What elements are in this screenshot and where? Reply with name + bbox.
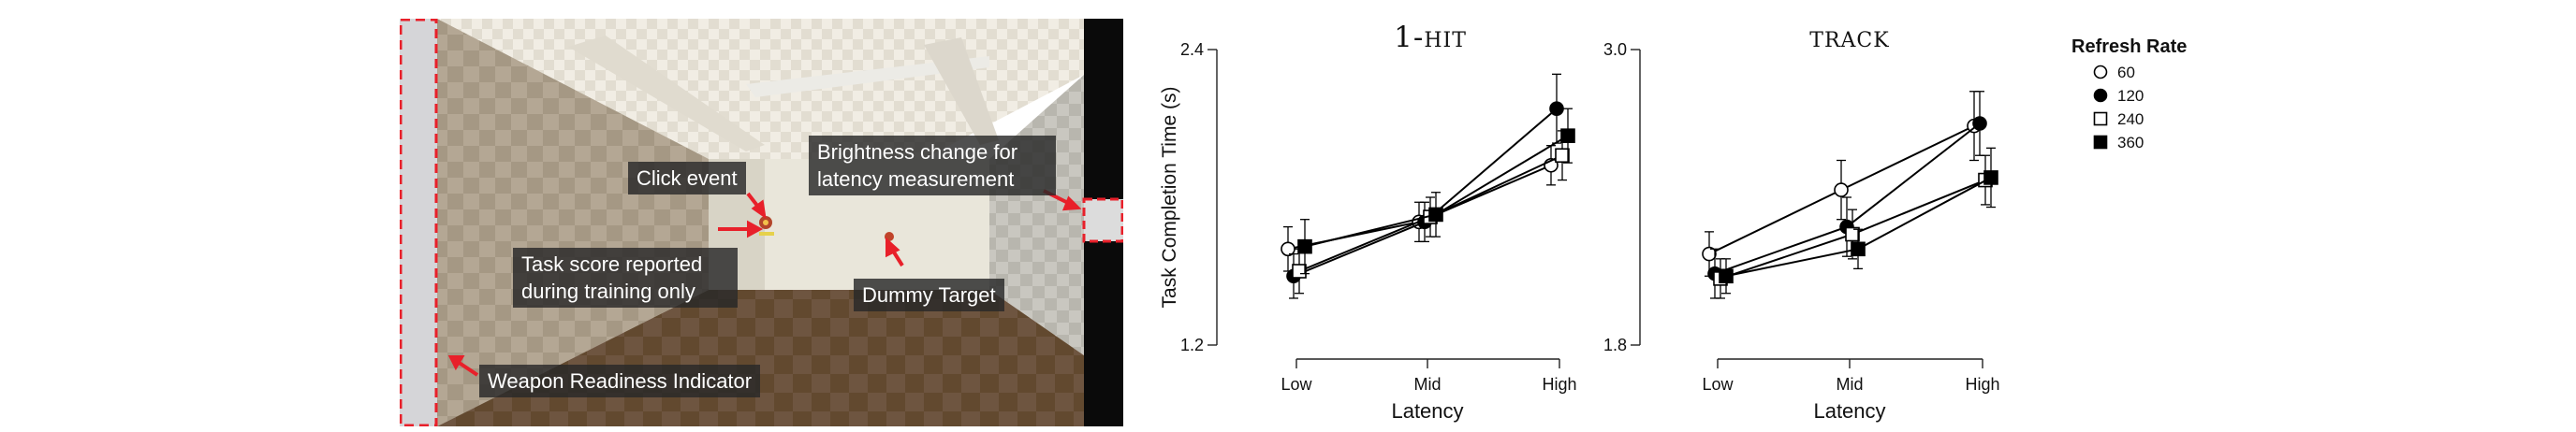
legend-marker-120 <box>2093 88 2108 103</box>
game-scene-screenshot: Click event Brightness change for latenc… <box>399 18 1124 427</box>
data-point-60-low <box>1702 246 1717 262</box>
weapon-readiness-highlight <box>399 18 438 427</box>
callout-weapon-readiness-text: Weapon Readiness Indicator <box>488 369 753 393</box>
legend-marker-60 <box>2093 65 2108 79</box>
panel-title: 1-hit <box>1394 21 1467 54</box>
data-point-360-mid <box>1428 207 1443 223</box>
y-tick-label: 1.8 <box>1603 336 1627 354</box>
callout-click-event: Click event <box>628 162 746 194</box>
x-tick-label-mid: Mid <box>1836 375 1863 394</box>
series-60 <box>1702 91 1982 277</box>
data-point-360-low <box>1297 238 1312 254</box>
series-240 <box>1713 154 1993 299</box>
chart-one-hit: 1-hit 1.2 2.4 Task Completion Time (s) Low Mi… <box>1159 21 1577 423</box>
y-tick-label: 3.0 <box>1603 40 1627 59</box>
callout-brightness-change: Brightness change for latency measuremen… <box>809 136 1056 195</box>
y-axis-label: Task Completion Time (s) <box>1159 87 1180 309</box>
series-360 <box>1297 108 1575 275</box>
data-point-120-high <box>1972 116 1987 131</box>
y-tick-label: 2.4 <box>1180 40 1204 59</box>
brightness-patch-highlight <box>1082 197 1124 243</box>
x-tick-label-high: High <box>1542 375 1576 394</box>
data-point-360-high <box>1560 128 1575 143</box>
callout-dummy-target-text: Dummy Target <box>862 283 996 307</box>
data-point-120-high <box>1549 101 1564 116</box>
data-point-360-mid <box>1851 241 1866 257</box>
panel-title: track <box>1809 21 1889 54</box>
scene-illustration <box>399 18 1124 427</box>
legend-label-60: 60 <box>2117 64 2135 81</box>
series-120 <box>1286 73 1564 299</box>
x-tick-label-mid: Mid <box>1413 375 1441 394</box>
legend-label-240: 240 <box>2117 110 2144 128</box>
data-point-60-mid <box>1834 182 1849 197</box>
legend-title: Refresh Rate <box>2071 36 2187 57</box>
x-tick-label-high: High <box>1965 375 1999 394</box>
x-axis-label: Latency <box>1813 399 1885 423</box>
y-tick-label: 1.2 <box>1180 336 1204 354</box>
x-tick-label-low: Low <box>1281 375 1312 394</box>
callout-weapon-readiness: Weapon Readiness Indicator <box>479 365 761 397</box>
chart-track: track 1.8 3.0 Low Mid High Latency <box>1603 21 2000 423</box>
callout-task-score: Task score reported during training only <box>513 248 738 308</box>
data-point-240-high <box>1555 148 1570 164</box>
refresh-rate-legend: Refresh Rate 60 120 240 360 <box>2071 36 2187 151</box>
callout-brightness-change-text: Brightness change for latency measuremen… <box>817 140 1018 191</box>
callout-dummy-target: Dummy Target <box>854 279 1004 311</box>
legend-label-360: 360 <box>2117 134 2144 151</box>
data-point-240-mid <box>1845 226 1860 242</box>
legend-label-120: 120 <box>2117 87 2144 105</box>
x-axis-label: Latency <box>1391 399 1463 423</box>
legend-marker-240 <box>2093 111 2108 126</box>
data-point-240-low <box>1292 264 1307 279</box>
callout-click-event-text: Click event <box>637 166 738 190</box>
x-tick-label-low: Low <box>1702 375 1734 394</box>
data-point-360-high <box>1983 170 1998 185</box>
series-360 <box>1719 147 1998 295</box>
callout-task-score-text: Task score reported during training only <box>521 252 703 303</box>
legend-marker-360 <box>2093 135 2108 150</box>
data-point-360-low <box>1719 268 1734 284</box>
series-60 <box>1281 145 1559 272</box>
series-line-120 <box>1293 108 1558 278</box>
series-120 <box>1707 91 1987 299</box>
